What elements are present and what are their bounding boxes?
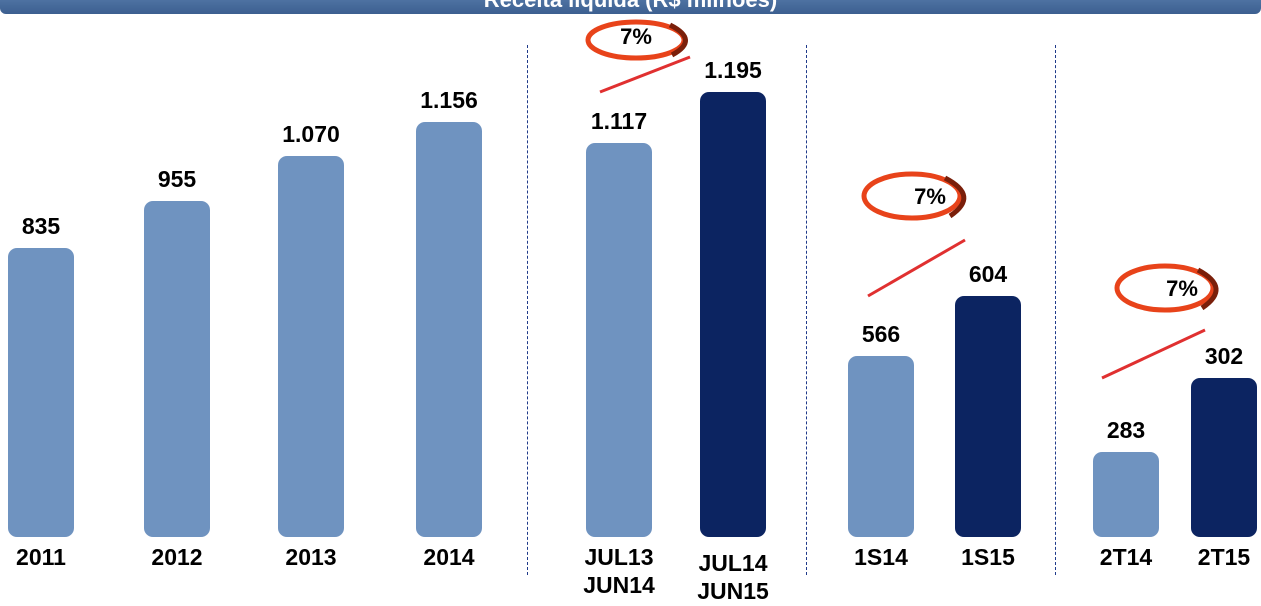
value-label: 1.117 [590,108,648,135]
value-label: 835 [21,213,61,240]
value-label: 1.070 [282,120,340,147]
bar [8,248,74,537]
value-label: 283 [1106,416,1146,443]
growth-ellipse [585,19,1219,313]
x-tick-label: 2011 [16,544,66,570]
x-tick-label: JUL13 JUN14 [583,544,655,598]
value-label: 302 [1204,342,1244,369]
separator [527,45,528,575]
growth-label: 7% [1166,276,1198,301]
bar [144,201,210,537]
x-tick-label: JUL14 JUN15 [697,550,769,604]
growth-label: 7% [620,24,652,49]
separator [1055,45,1056,575]
bar [848,355,914,537]
value-label: 604 [968,260,1008,287]
value-label: 955 [157,166,197,193]
value-label: 1.195 [704,57,762,84]
bar [1093,451,1159,537]
bar [700,92,766,537]
x-tick-label: 1S15 [961,544,1015,570]
x-tick-label: 2T14 [1099,544,1153,570]
value-label: 1.156 [420,87,478,114]
value-label: 566 [861,320,901,347]
x-tick-label: 2012 [151,544,203,570]
x-tick-label: 2014 [423,544,475,570]
bar [955,295,1021,537]
x-tick-label: 2013 [285,544,337,570]
bar [1191,377,1257,537]
x-tick-label: 1S14 [854,544,908,570]
bar [278,155,344,537]
separator [806,45,807,575]
bar [416,122,482,537]
growth-label: 7% [914,184,946,209]
growth-arrow [599,55,1206,380]
chart-title: Receita líquida (R$ milhões) [0,0,1261,14]
x-tick-label: 2T15 [1197,544,1251,570]
bar [586,143,652,537]
